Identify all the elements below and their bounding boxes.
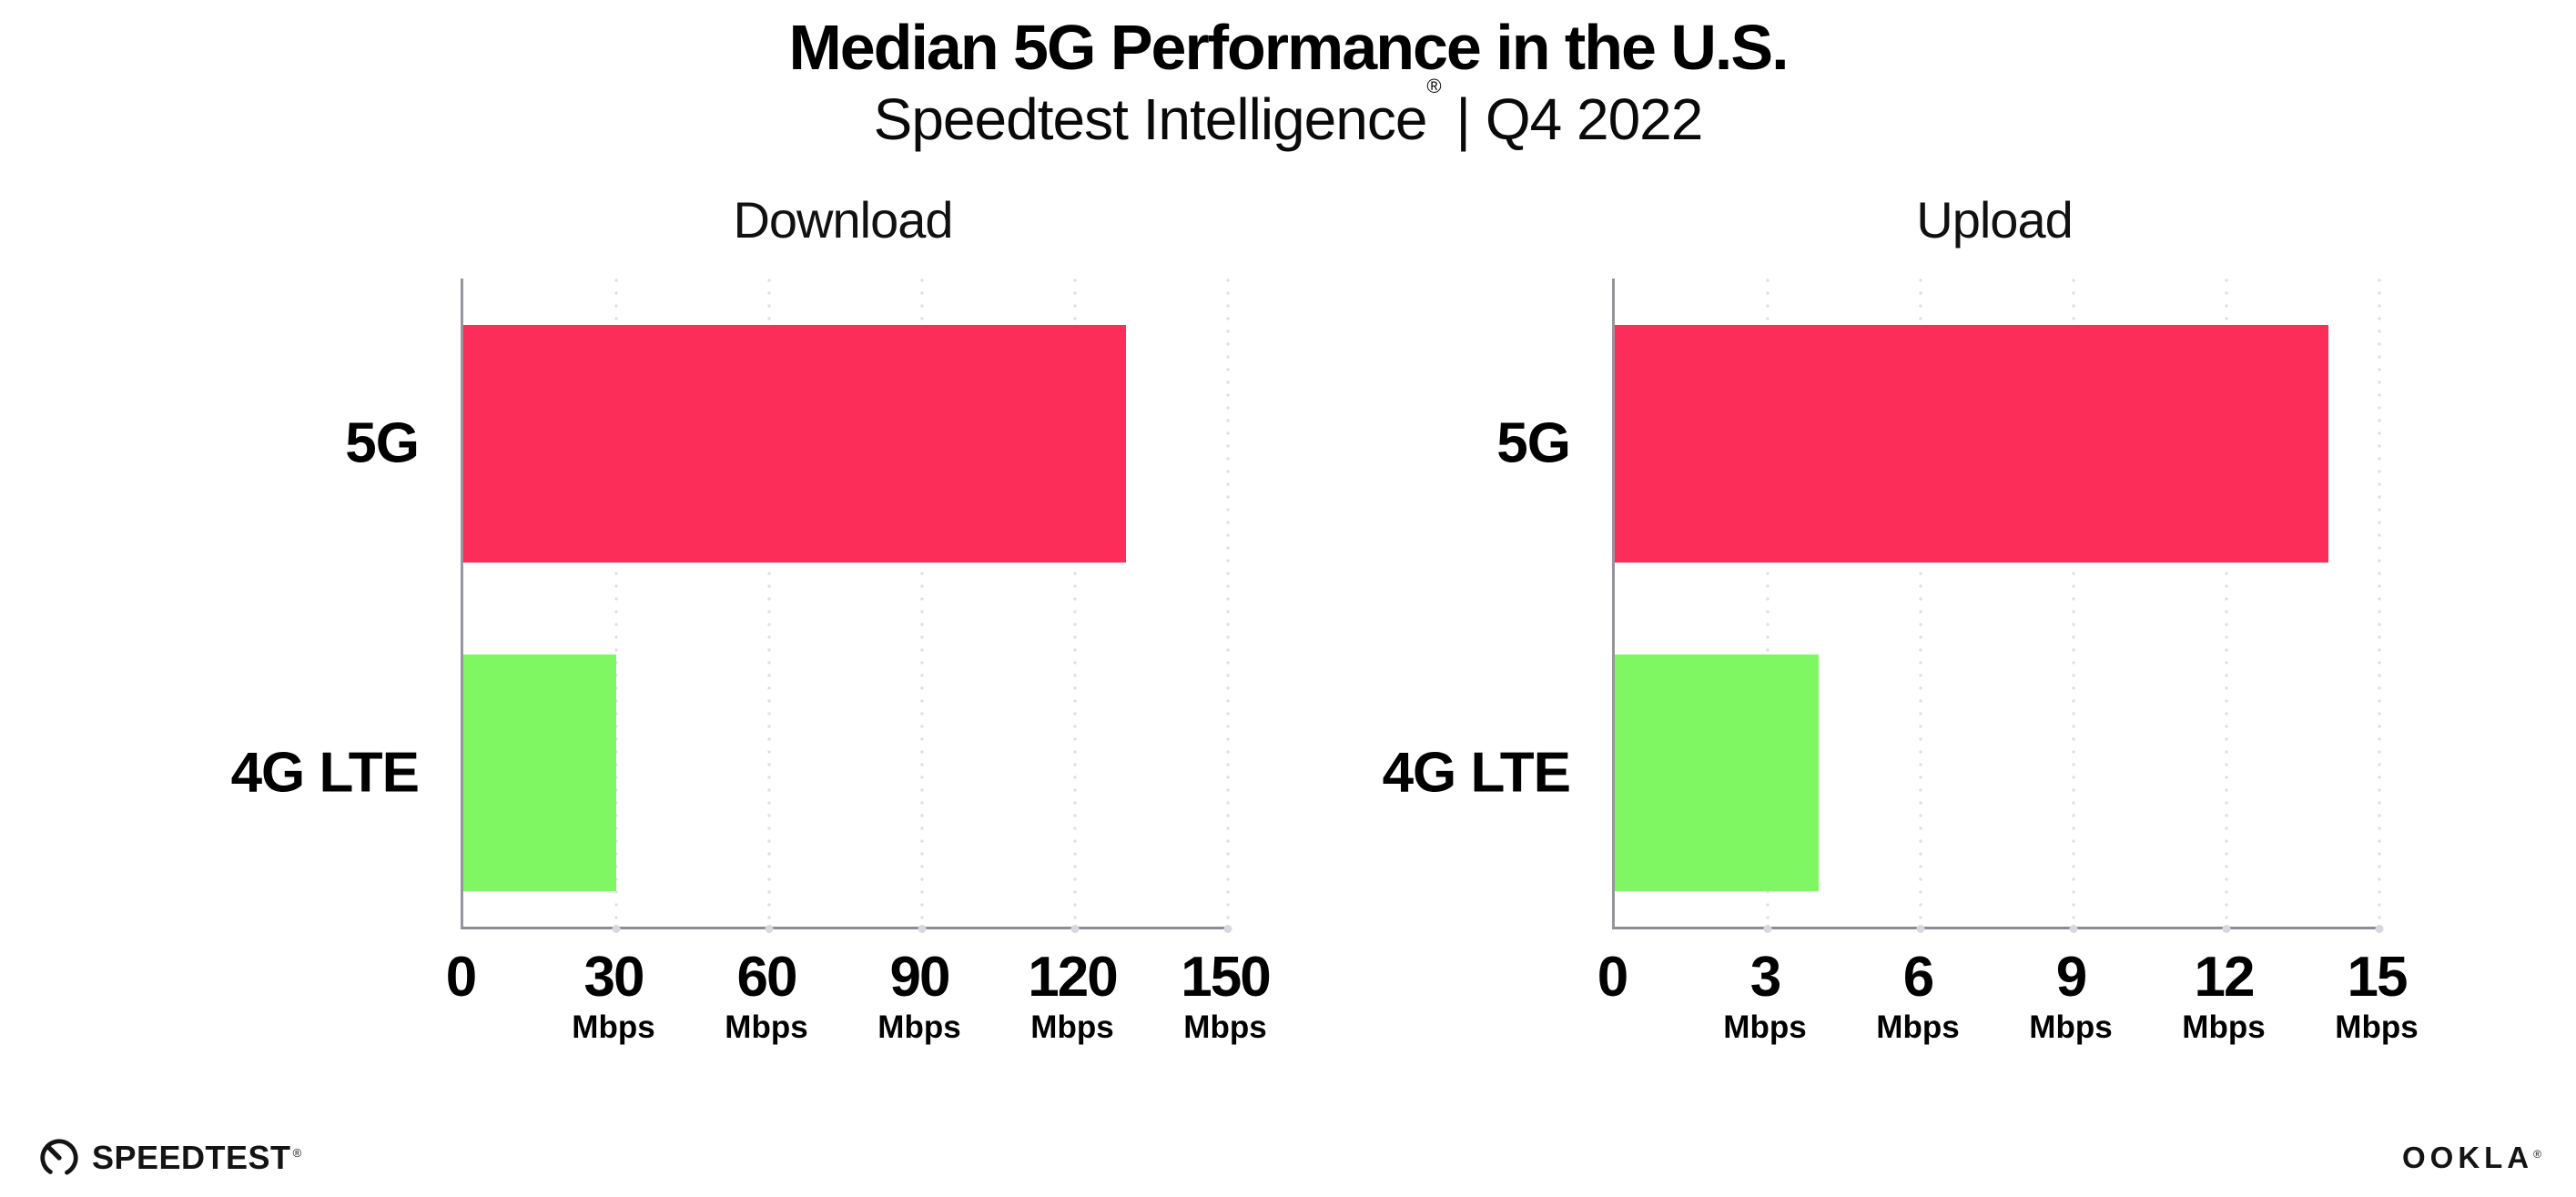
x-tick-label: 9 Mbps	[2029, 945, 2113, 1045]
bar-5g	[1615, 324, 2328, 563]
x-tick-label: 6 Mbps	[1876, 945, 1960, 1045]
download-x-axis: 0 30 Mbps 60 Mbps 90 Mbps 120 Mbps 150 Mbps	[197, 929, 1272, 1089]
bar-row-5g	[463, 324, 1228, 563]
gridline	[1226, 278, 1230, 927]
category-label-5g: 5G	[345, 411, 420, 475]
upload-bars	[1615, 279, 2379, 927]
subtitle-brand: Speedtest Intelligence	[873, 86, 1428, 152]
x-tick-label: 150 Mbps	[1181, 945, 1271, 1045]
download-x-ticks: 0 30 Mbps 60 Mbps 90 Mbps 120 Mbps 150 Mbps	[446, 929, 1272, 1089]
download-chart: Download 5G 4G LTE 0 30 Mbps 60 Mbps 90 Mbps 120…	[197, 190, 1272, 1089]
x-tick-label: 0	[1597, 945, 1629, 1009]
ookla-registered-mark: ®	[2533, 1148, 2541, 1161]
x-tick-label: 0	[445, 945, 478, 1009]
x-tick-label: 12 Mbps	[2182, 945, 2266, 1045]
upload-y-axis-labels: 5G 4G LTE	[1348, 279, 1612, 927]
download-bars	[463, 279, 1228, 927]
download-plot-area	[461, 278, 1230, 929]
ookla-label: OOKLA	[2401, 1141, 2534, 1174]
category-label-5g: 5G	[1496, 411, 1571, 475]
gridline	[1919, 278, 1922, 927]
x-tick-unit: Mbps	[572, 1009, 655, 1045]
x-tick-label: 15 Mbps	[2335, 945, 2419, 1045]
gridline	[614, 278, 618, 927]
x-tick-unit: Mbps	[2182, 1009, 2266, 1045]
x-tick-label: 60 Mbps	[725, 945, 808, 1045]
x-tick-unit: Mbps	[2335, 1009, 2419, 1045]
x-tick-value: 9	[2055, 945, 2087, 1009]
x-tick-value: 15	[2347, 945, 2409, 1009]
upload-plot-area	[1612, 278, 2381, 929]
x-tick-value: 30	[583, 945, 645, 1009]
x-tick-label: 30 Mbps	[572, 945, 655, 1045]
gridline	[1766, 278, 1770, 927]
registered-mark: ®	[1426, 75, 1441, 98]
bar-row-4g-lte	[1615, 654, 2379, 892]
subtitle: Speedtest Intelligence® | Q4 2022	[0, 76, 2576, 152]
download-chart-body: 5G 4G LTE	[197, 278, 1230, 929]
upload-chart-title: Upload	[1916, 190, 2073, 249]
x-tick-value: 60	[736, 945, 798, 1009]
speedtest-label: SPEEDTEST	[92, 1139, 291, 1176]
ookla-logo: OOKLA®	[2402, 1141, 2541, 1175]
spacer	[1348, 929, 1612, 1089]
x-tick-unit: Mbps	[1723, 1009, 1807, 1045]
gridline	[2378, 278, 2381, 927]
x-tick-unit: Mbps	[725, 1009, 808, 1045]
bar-row-5g	[1615, 324, 2379, 563]
x-tick-unit: Mbps	[1876, 1009, 1960, 1045]
page-title: Median 5G Performance in the U.S.	[788, 12, 1789, 83]
x-tick-label: 3 Mbps	[1723, 945, 1807, 1045]
gridline	[1073, 278, 1077, 927]
download-y-axis-labels: 5G 4G LTE	[197, 279, 461, 927]
x-tick-value: 90	[889, 945, 951, 1009]
x-tick-unit: Mbps	[1030, 1009, 1114, 1045]
category-label-4g-lte: 4G LTE	[1382, 741, 1571, 805]
speedtest-gauge-icon	[40, 1139, 78, 1177]
gridline	[767, 278, 771, 927]
gridline	[2225, 278, 2228, 927]
upload-gridlines	[1615, 278, 2381, 927]
bar-row-4g-lte	[463, 654, 1228, 892]
upload-chart: Upload 5G 4G LTE 0 3 Mbps 6 Mbps 9 Mbps 12 Mbps 15…	[1348, 190, 2419, 1089]
upload-chart-body: 5G 4G LTE	[1348, 278, 2381, 929]
spacer	[197, 929, 461, 1089]
upload-x-ticks: 0 3 Mbps 6 Mbps 9 Mbps 12 Mbps 15 Mbps	[1597, 929, 2419, 1089]
speedtest-wordmark: SPEEDTEST ®	[92, 1139, 302, 1177]
x-tick-value: 12	[2194, 945, 2256, 1009]
bar-4g-lte	[463, 654, 616, 892]
x-tick-value: 0	[1597, 945, 1629, 1009]
charts-row: Download 5G 4G LTE 0 30 Mbps 60 Mbps 90 Mbps 120…	[0, 190, 2576, 1089]
download-gridlines	[463, 278, 1230, 927]
subtitle-period: | Q4 2022	[1440, 86, 1703, 152]
category-label-4g-lte: 4G LTE	[230, 741, 420, 805]
x-tick-unit: Mbps	[1183, 1009, 1267, 1045]
header: Median 5G Performance in the U.S. Speedt…	[0, 0, 2576, 150]
upload-x-axis: 0 3 Mbps 6 Mbps 9 Mbps 12 Mbps 15 Mbps	[1348, 929, 2419, 1089]
x-tick-label: 120 Mbps	[1028, 945, 1118, 1045]
speedtest-registered-mark: ®	[292, 1146, 302, 1160]
gridline	[920, 278, 924, 927]
x-tick-label: 90 Mbps	[877, 945, 961, 1045]
bar-5g	[463, 324, 1126, 563]
x-tick-value: 120	[1028, 945, 1118, 1009]
gridline	[2072, 278, 2075, 927]
x-tick-value: 150	[1181, 945, 1271, 1009]
x-tick-value: 3	[1749, 945, 1781, 1009]
x-tick-value: 0	[445, 945, 478, 1009]
bar-4g-lte	[1615, 654, 1819, 892]
x-tick-unit: Mbps	[2029, 1009, 2113, 1045]
download-chart-title: Download	[733, 190, 953, 249]
x-tick-unit: Mbps	[877, 1009, 961, 1045]
speedtest-logo: SPEEDTEST ®	[38, 1137, 302, 1179]
x-tick-value: 6	[1902, 945, 1934, 1009]
